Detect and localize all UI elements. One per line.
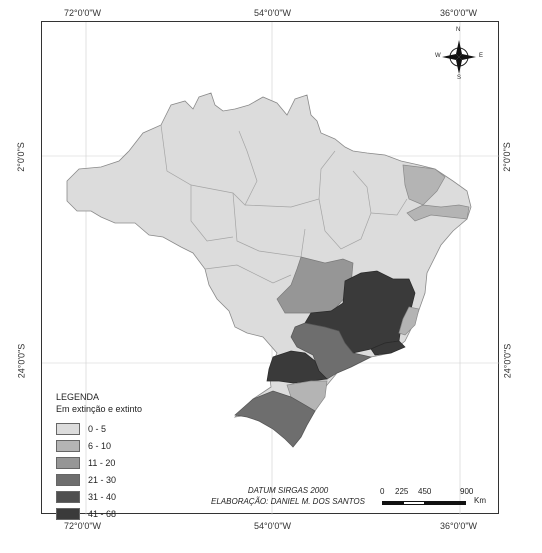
coord-left-24s: 24°0'0"S [16, 343, 27, 379]
coord-right-24s: 24°0'0"S [502, 343, 513, 379]
scale-label-450: 450 [418, 487, 432, 496]
legend-label: 11 - 20 [88, 458, 116, 468]
region-rio-de-janeiro [370, 340, 406, 356]
north-arrow-compass: N S W E [433, 27, 485, 83]
compass-e: E [479, 53, 484, 59]
scale-bar-graphic [382, 501, 466, 505]
state-borders [160, 124, 408, 284]
scale-label-0: 0 [380, 487, 385, 496]
coord-right-2s: 2°0'0"S [501, 142, 512, 172]
legend-item: 21 - 30 [56, 473, 142, 487]
coord-bottom-36w: 36°0'0"W [440, 521, 478, 531]
compass-n: N [456, 27, 461, 33]
legend-item: 31 - 40 [56, 490, 142, 504]
legend-subtitle: Em extinção e extinto [56, 404, 143, 414]
coord-top-36w: 36°0'0"W [440, 8, 478, 18]
scale-label-225: 225 [395, 487, 409, 496]
datum-text: DATUM SIRGAS 2000 [247, 486, 329, 495]
region-ceara [402, 164, 446, 206]
compass-s: S [457, 75, 462, 81]
legend-item: 6 - 10 [56, 439, 142, 453]
compass-rose-icon [442, 40, 476, 74]
legend-swatch [56, 474, 80, 486]
region-sao-paulo [290, 322, 373, 380]
scale-label-900: 900 [460, 487, 474, 496]
coord-bottom-72w: 72°0'0"W [64, 521, 102, 531]
legend-swatch [56, 423, 80, 435]
brazil-map [42, 22, 500, 515]
legend-item: 11 - 20 [56, 456, 142, 470]
legend-title: LEGENDA [56, 392, 100, 402]
legend-label: 0 - 5 [88, 424, 107, 434]
legend-swatch [56, 440, 80, 452]
author-text: ELABORAÇÃO: DANIEL M. DOS SANTOS [211, 497, 365, 506]
compass-w: W [435, 53, 441, 59]
coord-top-54w: 54°0'0"W [254, 8, 292, 18]
scale-unit: Km [474, 496, 486, 505]
legend-label: 41 - 68 [88, 509, 117, 519]
legend-label: 31 - 40 [88, 492, 117, 502]
legend-item: 0 - 5 [56, 422, 142, 436]
map-frame [41, 21, 500, 515]
credits: DATUM SIRGAS 2000 ELABORAÇÃO: DANIEL M. … [198, 485, 378, 507]
legend-label: 6 - 10 [88, 441, 112, 451]
legend-item: 41 - 68 [56, 507, 142, 521]
brazil-outline [66, 92, 472, 448]
legend-swatch [56, 491, 80, 503]
legend-swatch [56, 457, 80, 469]
region-parana [266, 350, 328, 384]
legend-label: 21 - 30 [88, 475, 117, 485]
legend-swatch [56, 508, 80, 520]
coord-top-72w: 72°0'0"W [64, 8, 102, 18]
region-rio-grande-do-sul [234, 390, 316, 448]
coord-bottom-54w: 54°0'0"W [254, 521, 292, 531]
region-pernambuco [406, 204, 470, 222]
region-espirito-santo [398, 306, 420, 336]
legend: LEGENDA Em extinção e extinto 0 - 5 6 - 1… [56, 392, 142, 524]
coord-left-2s: 2°0'0"S [15, 142, 26, 172]
scale-bar: 0 225 450 900 Km [378, 487, 488, 505]
